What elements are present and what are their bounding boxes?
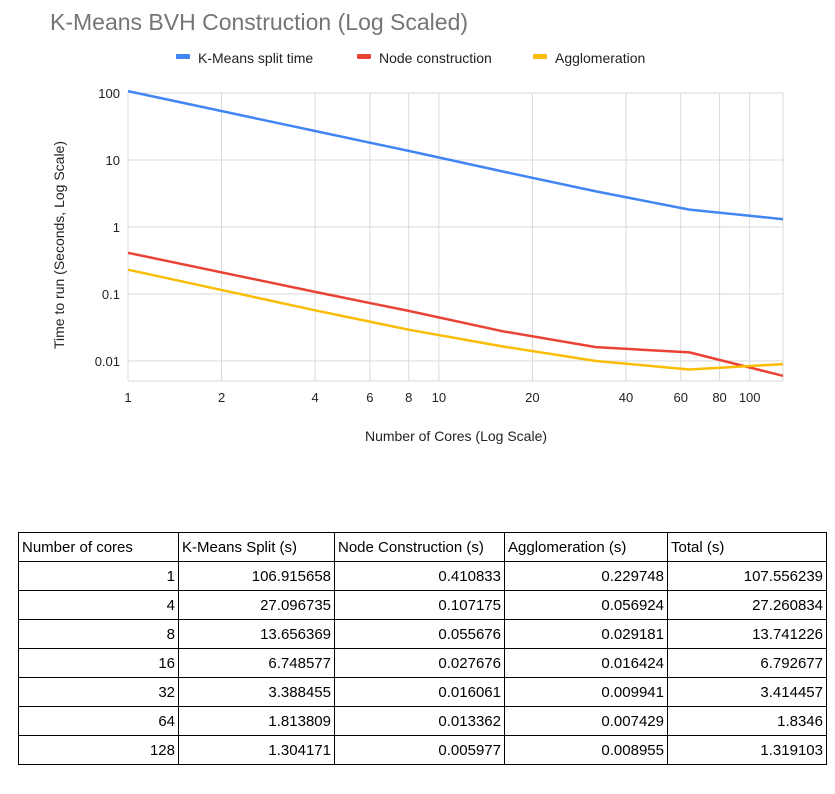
table-cell: 13.741226 (667, 619, 827, 649)
table-header-cell: Number of cores (18, 532, 179, 562)
table-row: 8 13.656369 0.055676 0.029181 13.741226 (18, 619, 827, 649)
table-cell: 8 (18, 619, 179, 649)
table-header-cell: Agglomeration (s) (504, 532, 668, 562)
table-cell: 0.029181 (504, 619, 668, 649)
x-tick-label: 1 (124, 390, 131, 405)
table-cell: 27.260834 (667, 590, 827, 620)
x-tick-label: 10 (432, 390, 446, 405)
data-table: Number of cores K-Means Split (s) Node C… (18, 532, 827, 765)
chart-gridlines (127, 92, 784, 382)
table-cell: 0.009941 (504, 677, 668, 707)
series-line-node-construction (127, 251, 784, 378)
table-row: 32 3.388455 0.016061 0.009941 3.414457 (18, 677, 827, 707)
y-tick-label: 0.01 (95, 354, 120, 369)
y-axis-ticks: 100 10 1 0.1 0.01 (95, 86, 120, 369)
table-row: 128 1.304171 0.005977 0.008955 1.319103 (18, 735, 827, 765)
y-tick-label: 1 (113, 220, 120, 235)
legend-swatch-agglomeration (533, 54, 547, 59)
x-tick-label: 4 (312, 390, 319, 405)
table-cell: 32 (18, 677, 179, 707)
table-cell: 27.096735 (178, 590, 335, 620)
x-tick-label: 2 (218, 390, 225, 405)
y-tick-label: 0.1 (102, 287, 120, 302)
table-cell: 107.556239 (667, 561, 827, 591)
table-cell: 4 (18, 590, 179, 620)
y-tick-label: 10 (106, 153, 120, 168)
table-cell: 1.304171 (178, 735, 335, 765)
table-cell: 0.016424 (504, 648, 668, 678)
table-cell: 0.007429 (504, 706, 668, 736)
table-header-row: Number of cores K-Means Split (s) Node C… (18, 532, 827, 562)
table-cell: 6.748577 (178, 648, 335, 678)
table-cell: 1.319103 (667, 735, 827, 765)
table-cell: 1.8346 (667, 706, 827, 736)
x-tick-label: 40 (619, 390, 633, 405)
table-cell: 13.656369 (178, 619, 335, 649)
table-cell: 6.792677 (667, 648, 827, 678)
table-cell: 3.414457 (667, 677, 827, 707)
table-cell: 0.005977 (334, 735, 505, 765)
table-cell: 0.013362 (334, 706, 505, 736)
y-tick-label: 100 (98, 86, 120, 101)
table-row: 4 27.096735 0.107175 0.056924 27.260834 (18, 590, 827, 620)
table-cell: 0.027676 (334, 648, 505, 678)
legend-label-k-means-split-time: K-Means split time (198, 50, 313, 66)
table-cell: 128 (18, 735, 179, 765)
table-cell: 0.410833 (334, 561, 505, 591)
table-cell: 16 (18, 648, 179, 678)
legend-swatch-k-means-split-time (176, 54, 190, 59)
x-axis-title: Number of Cores (Log Scale) (365, 428, 547, 444)
x-tick-label: 20 (525, 390, 539, 405)
line-chart: K-Means BVH Construction (Log Scaled) K-… (50, 9, 784, 444)
table-cell: 0.016061 (334, 677, 505, 707)
table-cell: 0.107175 (334, 590, 505, 620)
series-line-k-means-split-time (127, 89, 784, 221)
table-row: 64 1.813809 0.013362 0.007429 1.8346 (18, 706, 827, 736)
table-row: 16 6.748577 0.027676 0.016424 6.792677 (18, 648, 827, 678)
table-cell: 0.056924 (504, 590, 668, 620)
series-line-agglomeration (127, 268, 784, 371)
y-axis-title: Time to run (Seconds, Log Scale) (51, 141, 67, 349)
table-cell: 0.008955 (504, 735, 668, 765)
x-tick-label: 60 (673, 390, 687, 405)
x-tick-label: 6 (366, 390, 373, 405)
table-header-cell: Total (s) (667, 532, 827, 562)
table-cell: 0.055676 (334, 619, 505, 649)
table-row: 1 106.915658 0.410833 0.229748 107.55623… (18, 561, 827, 591)
x-tick-label: 8 (405, 390, 412, 405)
table-cell: 1 (18, 561, 179, 591)
chart-legend: K-Means split time Node construction Agglo… (176, 50, 645, 66)
legend-label-agglomeration: Agglomeration (555, 50, 645, 66)
x-axis-ticks: 1 2 4 6 8 10 20 40 60 80 100 (124, 390, 760, 405)
chart-title: K-Means BVH Construction (Log Scaled) (50, 9, 468, 35)
table-cell: 64 (18, 706, 179, 736)
table-cell: 1.813809 (178, 706, 335, 736)
chart-series (127, 89, 784, 378)
table-header-cell: Node Construction (s) (334, 532, 505, 562)
table-cell: 106.915658 (178, 561, 335, 591)
legend-label-node-construction: Node construction (379, 50, 492, 66)
table-header-cell: K-Means Split (s) (178, 532, 335, 562)
x-tick-label: 80 (712, 390, 726, 405)
x-tick-label: 100 (739, 390, 761, 405)
table-cell: 0.229748 (504, 561, 668, 591)
table-cell: 3.388455 (178, 677, 335, 707)
legend-swatch-node-construction (357, 54, 371, 59)
